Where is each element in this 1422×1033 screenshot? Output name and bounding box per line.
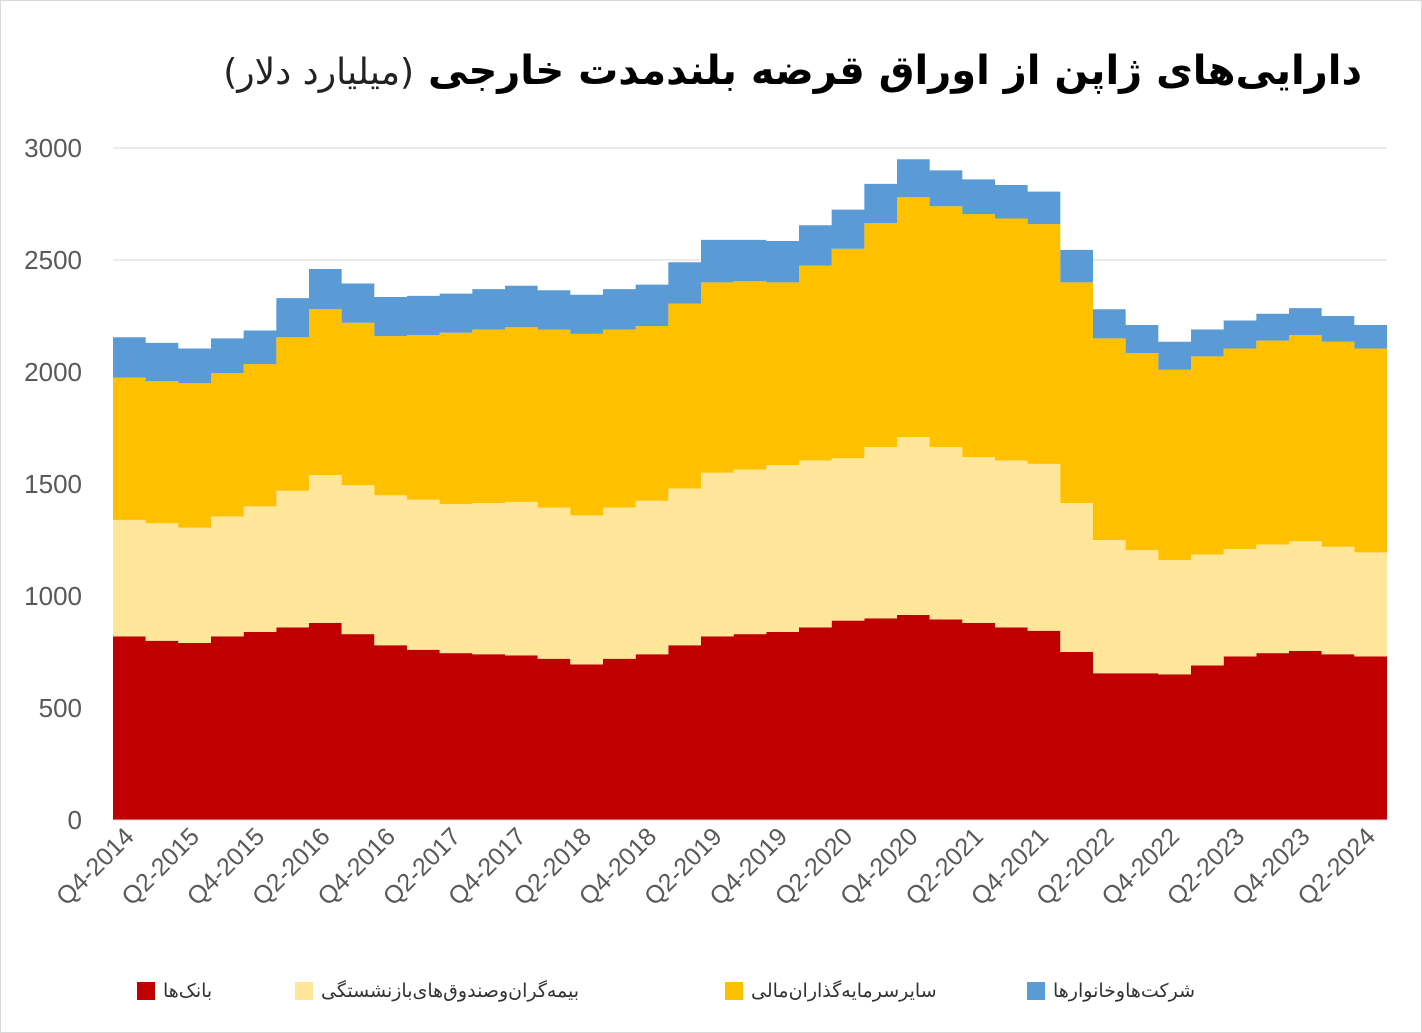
legend-swatch: [725, 982, 743, 1000]
series-area-3: [113, 159, 1387, 384]
y-tick-label: 2000: [24, 357, 82, 387]
legend-item: بیمه‌گران‌وصندوق‌های‌بازنشستگی: [295, 980, 579, 1002]
legend-label: سایرسرمایه‌گذاران‌مالی: [751, 980, 937, 1002]
legend-swatch: [1027, 982, 1045, 1000]
title-unit: (میلیارد دلار): [223, 52, 415, 93]
legend-label: شرکت‌هاوخانوارها: [1053, 980, 1195, 1002]
legend: بانک‌ها بیمه‌گران‌وصندوق‌های‌بازنشستگی سای…: [0, 980, 1422, 1010]
y-tick-label: 2500: [24, 245, 82, 275]
legend-label: بیمه‌گران‌وصندوق‌های‌بازنشستگی: [321, 980, 580, 1002]
legend-item: سایرسرمایه‌گذاران‌مالی: [725, 980, 937, 1002]
chart-title: دارایی‌های ژاپن از اوراق قرضه بلندمدت خا…: [223, 48, 1362, 94]
legend-label: بانک‌ها: [163, 980, 213, 1002]
series-area-1: [113, 436, 1387, 675]
y-tick-label: 3000: [24, 133, 82, 163]
y-tick-label: 0: [68, 805, 82, 835]
title-text: دارایی‌های ژاپن از اوراق قرضه بلندمدت خا…: [427, 48, 1362, 94]
legend-item: بانک‌ها: [137, 980, 212, 1002]
legend-item: شرکت‌هاوخانوارها: [1027, 980, 1195, 1002]
y-tick-label: 1500: [24, 469, 82, 499]
y-tick-label: 500: [39, 693, 82, 723]
series-area-2: [113, 197, 1387, 561]
legend-swatch: [295, 982, 313, 1000]
series-area-0: [113, 615, 1387, 820]
y-tick-label: 1000: [24, 581, 82, 611]
legend-swatch: [137, 982, 155, 1000]
